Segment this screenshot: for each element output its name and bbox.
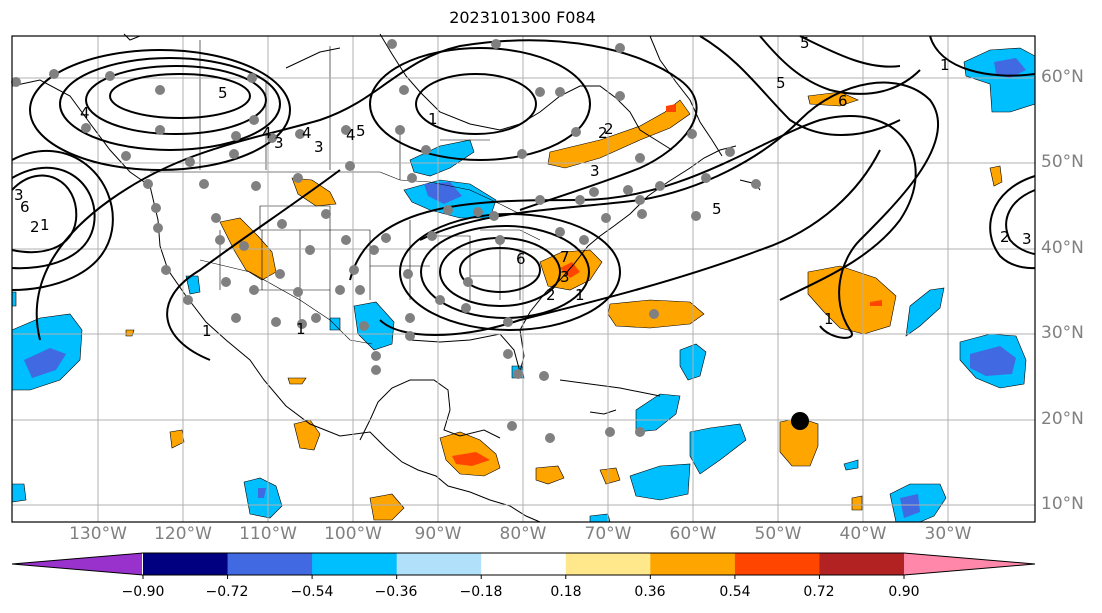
lon-label-120w: 120°W — [154, 524, 212, 544]
colorbar — [11, 552, 1036, 579]
colorbar-tick-label: 0.54 — [719, 584, 751, 600]
contour-label: 3 — [590, 162, 600, 180]
lon-label-60w: 60°W — [669, 524, 717, 544]
colorbar-segment — [734, 553, 820, 575]
contour-label: 3 — [560, 268, 570, 286]
colorbar-segment — [227, 553, 313, 575]
contour-label: 1 — [40, 216, 50, 234]
contour-label: 1 — [824, 310, 834, 328]
contour-label: 5 — [712, 200, 722, 218]
lat-label-20n: 20°N — [1041, 409, 1084, 429]
colorbar-tick-label: 0.90 — [888, 584, 920, 600]
contour-label: 2 — [604, 120, 614, 138]
map-title: 2023101300 F084 — [449, 8, 596, 27]
contour-label: 3 — [314, 138, 324, 156]
contour-label: 5 — [800, 34, 810, 52]
lon-label-90w: 90°W — [414, 524, 462, 544]
contour-label: 5 — [776, 74, 786, 92]
contour-label: 7 — [560, 248, 570, 266]
lon-label-70w: 70°W — [584, 524, 632, 544]
strong-negative-anomaly-regions — [24, 58, 1026, 518]
lon-label-40w: 40°W — [839, 524, 887, 544]
contour-label: 2 — [546, 286, 556, 304]
colorbar-segment — [143, 553, 229, 575]
contour-label: 6 — [838, 92, 848, 110]
lat-label-50n: 50°N — [1041, 152, 1084, 172]
contour-label: 3 — [274, 134, 284, 152]
contour-label: 4 — [80, 104, 90, 122]
contour-label: 5 — [356, 122, 366, 140]
contour-label: 4 — [346, 126, 356, 144]
colorbar-segment — [904, 553, 1035, 575]
contour-label: 6 — [516, 250, 526, 268]
observation-points — [11, 39, 761, 443]
lon-label-30w: 30°W — [924, 524, 972, 544]
colorbar-tick-label: −0.18 — [459, 584, 503, 600]
colorbar-segment — [396, 553, 482, 575]
lat-label-10n: 10°N — [1041, 494, 1084, 514]
map-border — [11, 35, 1036, 523]
colorbar-segment — [650, 553, 736, 575]
contour-label: 1 — [296, 320, 306, 338]
contour-label: 5 — [218, 84, 228, 102]
storm-center-marker — [791, 412, 809, 430]
colorbar-tick-label: −0.36 — [374, 584, 418, 600]
contour-label: 1 — [940, 56, 950, 74]
colorbar-segment — [565, 553, 651, 575]
lon-label-110w: 110°W — [239, 524, 297, 544]
contour-label: 3 — [1022, 230, 1032, 248]
contour-label: 3 — [14, 186, 24, 204]
strong-positive-anomaly-regions — [452, 104, 882, 466]
colorbar-tick-label: −0.54 — [290, 584, 334, 600]
lon-label-130w: 130°W — [69, 524, 127, 544]
contour-label: 2 — [1000, 228, 1010, 246]
positive-anomaly-regions — [125, 91, 1003, 521]
contour-label: 1 — [202, 322, 212, 340]
contour-label: 2 — [598, 124, 608, 142]
colorbar-tick-label: 0.72 — [803, 584, 835, 600]
lat-label-60n: 60°N — [1041, 67, 1084, 87]
colorbar-segment — [819, 553, 905, 575]
contour-label: 2 — [30, 218, 40, 236]
colorbar-tick-label: 0.18 — [550, 584, 582, 600]
lon-label-80w: 80°W — [499, 524, 547, 544]
colorbar-segment — [481, 553, 567, 575]
colorbar-tick-label: 0.36 — [634, 584, 666, 600]
contour-label: 1 — [575, 286, 585, 304]
contour-label: 6 — [20, 198, 30, 216]
colorbar-segment — [12, 553, 142, 575]
colorbar-tick-label: −0.72 — [205, 584, 249, 600]
contour-lines — [11, 35, 1036, 361]
contour-label: 4 — [302, 124, 312, 142]
colorbar-tick-label: −0.90 — [121, 584, 165, 600]
lon-label-100w: 100°W — [324, 524, 382, 544]
lat-label-40n: 40°N — [1041, 238, 1084, 258]
lat-label-30n: 30°N — [1041, 323, 1084, 343]
colorbar-segment — [312, 553, 398, 575]
contour-label: 4 — [262, 124, 272, 142]
coastlines — [11, 33, 761, 523]
lon-label-50w: 50°W — [754, 524, 802, 544]
contour-label: 1 — [428, 110, 438, 128]
